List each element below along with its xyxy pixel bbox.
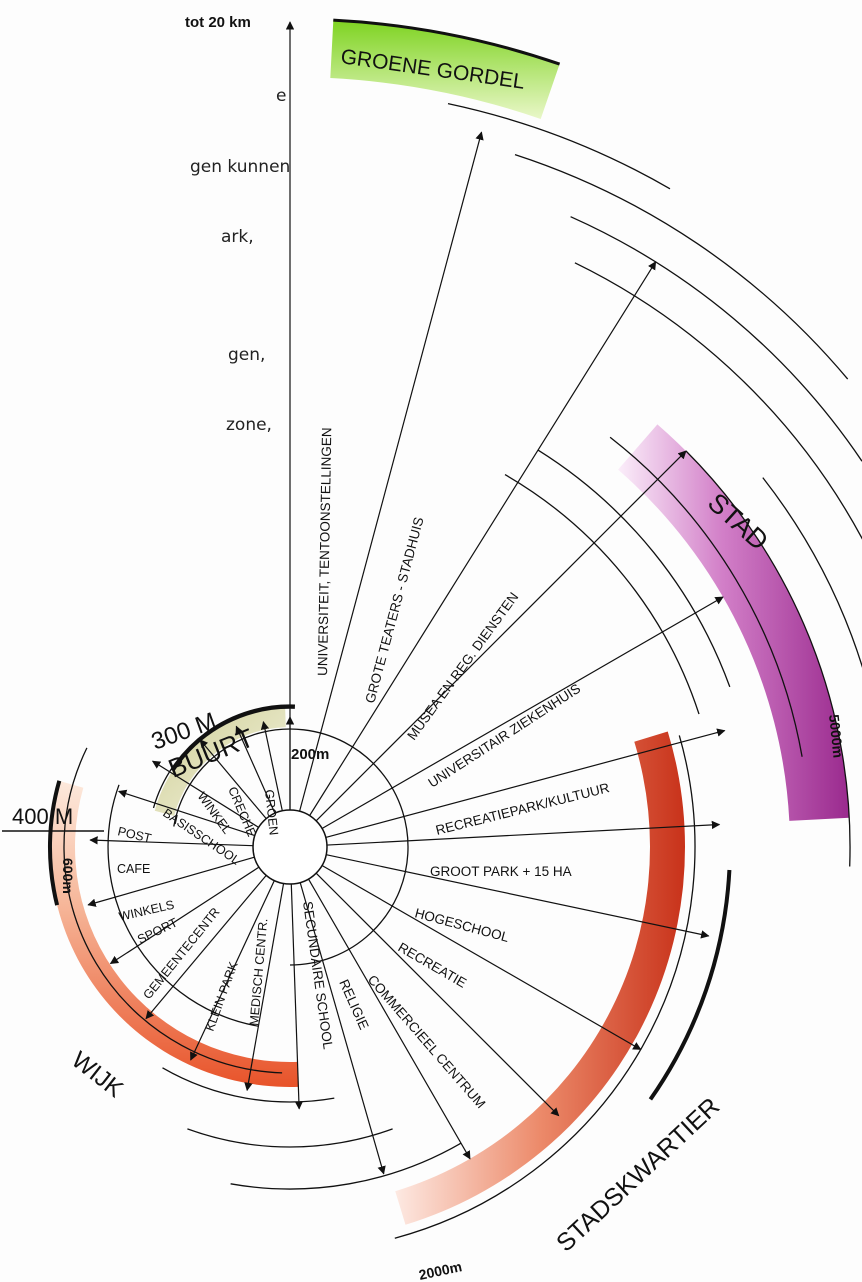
distance-arc-16 (570, 216, 862, 462)
intro-line-3: ark, (221, 227, 254, 247)
label-5000m: 5000m (826, 714, 846, 759)
arrow-17 (109, 866, 260, 965)
label-20km: tot 20 km (185, 14, 251, 31)
label-cafe: CAFE (117, 862, 150, 876)
label-musea: MUSEA EN REG. DIENSTEN (404, 589, 521, 742)
arrow-11 (307, 878, 471, 1160)
arrow-8 (326, 854, 710, 939)
distance-arc-14 (762, 477, 862, 669)
arrow-3 (309, 261, 657, 816)
distance-arc-3 (152, 704, 296, 809)
facility-arrows (87, 21, 726, 1175)
boundary-stadskwartier (648, 869, 732, 1101)
label-universiteit: UNIVERSITEIT, TENTOONSTELLINGEN (315, 427, 334, 676)
arrow-15 (190, 880, 275, 1061)
label-600m: 600m (60, 858, 76, 894)
distance-arc-6 (162, 1067, 335, 1103)
arrow-5 (321, 596, 724, 830)
label-recreatie: RECREATIE (396, 940, 470, 991)
intro-line-5: gen, (228, 344, 266, 365)
band-wijk (49, 780, 299, 1087)
boundary-wijk (48, 780, 62, 906)
label-post: POST (116, 824, 153, 845)
distance-arc-10 (504, 474, 700, 715)
distance-arc-4 (107, 784, 259, 1027)
distance-arc-13 (685, 450, 851, 867)
distance-arc-15 (574, 262, 862, 540)
band-groene-gordel (330, 20, 560, 119)
intro-text: e gen kunnen ark, gen, zone, (0, 38, 291, 485)
arrow-14 (244, 883, 285, 1092)
arrow-18 (87, 856, 255, 907)
distance-arc-18 (447, 102, 671, 190)
label-200m: 200m (291, 746, 329, 763)
arrow-16 (145, 874, 267, 1020)
label-basisschool: BASISSCHOOL (160, 806, 242, 868)
label-wijk: WIJK (66, 1046, 128, 1103)
arrow-2 (298, 131, 484, 812)
distance-arc-12 (609, 436, 803, 757)
arrow-12 (299, 882, 386, 1175)
arrow-22 (199, 739, 267, 820)
arrow-23 (235, 725, 276, 814)
arrow-9 (321, 864, 642, 1051)
zone-bands (49, 20, 850, 1225)
label-hogeschool: HOGESCHOOL (413, 905, 511, 945)
arrow-24 (260, 720, 283, 811)
arrow-10 (315, 872, 560, 1117)
distance-arcs (48, 18, 862, 1239)
intro-line-2: gen kunnen (190, 156, 291, 177)
label-recreatiepark: RECREATIEPARK/KULTUUR (434, 780, 611, 838)
arrow-19 (89, 836, 254, 847)
arrow-4 (315, 450, 687, 822)
label-secundaire-school: SECUNDAIRE SCHOOL (300, 900, 336, 1050)
label-commercieel: COMMERCIEEL CENTRUM (365, 972, 489, 1111)
label-grote-teaters: GROTE TEATERS - STADHUIS (362, 515, 426, 704)
distance-arc-11 (537, 449, 731, 688)
label-groen: GROEN (262, 789, 281, 836)
arrow-21 (151, 760, 259, 828)
label-wijk-dist: 400 M (12, 804, 73, 829)
center-hub (252, 809, 328, 885)
arrow-20 (118, 789, 255, 837)
arrow-6 (325, 728, 726, 839)
intro-line-6: zone, (226, 415, 272, 435)
label-groot-park: GROOT PARK + 15 HA (430, 864, 572, 879)
label-sport: SPORT (135, 915, 180, 947)
label-2000m: 2000m (417, 1258, 463, 1282)
band-stadskwartier (395, 731, 685, 1225)
label-gemeente: GEMEENTECENTR (140, 905, 222, 1002)
boundary-groene-gordel (333, 18, 561, 66)
distance-labels: tot 20 km 5000m 2000m 600m 200m (60, 14, 846, 1282)
arrow-13 (290, 883, 304, 1110)
distance-arc-17 (514, 153, 849, 380)
distance-arc-9 (394, 735, 696, 1239)
arrow-7 (326, 820, 721, 846)
label-klein-park: KLEIN PARK (203, 959, 241, 1033)
distance-arc-5 (63, 747, 283, 1074)
distance-arc-7 (187, 1128, 393, 1148)
boundary-buurt (171, 705, 295, 772)
distance-arc-8 (230, 1142, 462, 1190)
intro-line-1: e (276, 86, 287, 106)
label-religie: RELIGIE (336, 977, 371, 1032)
label-medisch: MEDISCH CENTR. (247, 918, 270, 1026)
band-stad (618, 424, 850, 821)
distance-arc-2 (173, 728, 409, 966)
